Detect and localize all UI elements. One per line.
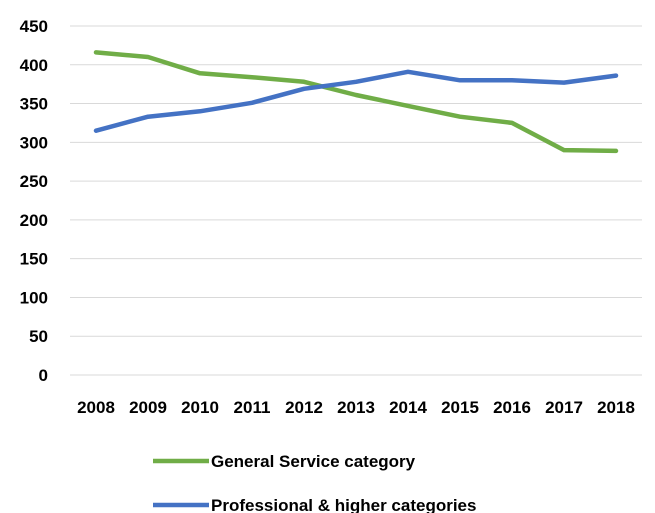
legend-label-1: Professional & higher categories (211, 496, 476, 513)
x-tick-label: 2009 (129, 398, 167, 417)
x-tick-label: 2018 (597, 398, 635, 417)
series-lines (93, 50, 619, 154)
y-tick-label: 100 (20, 288, 48, 307)
y-tick-label: 400 (20, 56, 48, 75)
x-tick-label: 2017 (545, 398, 583, 417)
y-tick-label: 200 (20, 211, 48, 230)
x-tick-label: 2016 (493, 398, 531, 417)
y-tick-label: 150 (20, 250, 48, 269)
x-tick-label: 2010 (181, 398, 219, 417)
x-tick-label: 2013 (337, 398, 375, 417)
y-tick-label: 50 (29, 327, 48, 346)
x-tick-label: 2014 (389, 398, 427, 417)
y-tick-label: 0 (39, 366, 48, 385)
x-axis-ticks: 2008 2009 2010 2011 2012 2013 2014 2015 2016 2017… (77, 398, 635, 417)
x-tick-label: 2015 (441, 398, 479, 417)
y-tick-label: 300 (20, 133, 48, 152)
series-line-0 (93, 50, 619, 154)
gridlines (70, 25, 642, 376)
y-tick-label: 250 (20, 172, 48, 191)
series-line-1 (93, 69, 619, 133)
y-tick-label: 450 (20, 17, 48, 36)
legend: General Service category Professional & h… (153, 452, 476, 513)
y-tick-label: 350 (20, 95, 48, 114)
x-tick-label: 2012 (285, 398, 323, 417)
x-tick-label: 2011 (234, 398, 271, 417)
x-tick-label: 2008 (77, 398, 115, 417)
y-axis-ticks: 0 50 100 150 200 250 300 350 400 450 (20, 17, 48, 385)
legend-label-0: General Service category (211, 452, 416, 471)
